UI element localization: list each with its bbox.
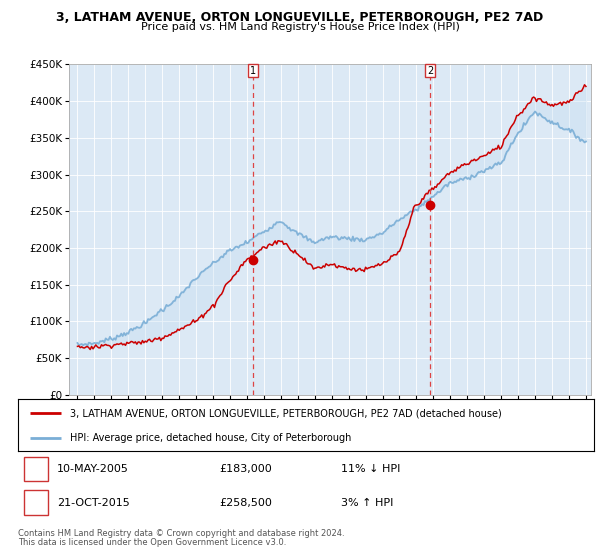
Text: 1: 1 (250, 66, 256, 76)
Text: 21-OCT-2015: 21-OCT-2015 (57, 498, 130, 507)
FancyBboxPatch shape (248, 64, 258, 77)
Text: Contains HM Land Registry data © Crown copyright and database right 2024.: Contains HM Land Registry data © Crown c… (18, 529, 344, 538)
Text: 3, LATHAM AVENUE, ORTON LONGUEVILLE, PETERBOROUGH, PE2 7AD: 3, LATHAM AVENUE, ORTON LONGUEVILLE, PET… (56, 11, 544, 24)
Text: £258,500: £258,500 (220, 498, 272, 507)
Text: £183,000: £183,000 (220, 464, 272, 474)
Text: 2: 2 (427, 66, 433, 76)
Text: 3% ↑ HPI: 3% ↑ HPI (341, 498, 393, 507)
Text: 10-MAY-2005: 10-MAY-2005 (57, 464, 129, 474)
Text: This data is licensed under the Open Government Licence v3.0.: This data is licensed under the Open Gov… (18, 538, 286, 547)
Text: HPI: Average price, detached house, City of Peterborough: HPI: Average price, detached house, City… (70, 433, 351, 443)
Text: 3, LATHAM AVENUE, ORTON LONGUEVILLE, PETERBOROUGH, PE2 7AD (detached house): 3, LATHAM AVENUE, ORTON LONGUEVILLE, PET… (70, 408, 502, 418)
Text: 2: 2 (32, 498, 40, 507)
Text: 1: 1 (32, 464, 40, 474)
FancyBboxPatch shape (24, 491, 48, 515)
Text: Price paid vs. HM Land Registry's House Price Index (HPI): Price paid vs. HM Land Registry's House … (140, 22, 460, 32)
FancyBboxPatch shape (24, 457, 48, 481)
FancyBboxPatch shape (425, 64, 434, 77)
Text: 11% ↓ HPI: 11% ↓ HPI (341, 464, 400, 474)
